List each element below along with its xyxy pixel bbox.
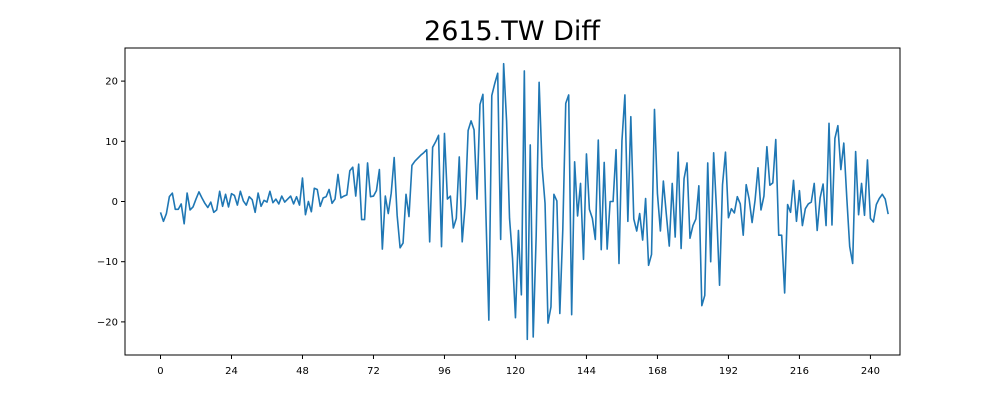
x-tick-label: 24: [225, 366, 238, 377]
series-line: [159, 62, 889, 341]
x-tick-label: 72: [367, 366, 380, 377]
x-tick-label: 168: [648, 366, 667, 377]
y-tick-label: 0: [112, 197, 118, 208]
x-tick-label: 240: [861, 366, 880, 377]
chart-title: 2615.TW Diff: [424, 16, 601, 47]
plot-area: [125, 48, 900, 355]
x-tick-label: 48: [296, 366, 309, 377]
plot-frame: [124, 47, 901, 356]
y-tick-label: −10: [97, 257, 118, 268]
y-tick-label: 20: [105, 77, 118, 88]
y-axis: −20 −10 0 10 20: [97, 77, 125, 328]
x-tick-label: 0: [157, 366, 163, 377]
y-tick-label: −20: [97, 317, 118, 328]
x-tick-label: 96: [438, 366, 451, 377]
x-tick-label: 192: [719, 366, 738, 377]
x-tick-label: 144: [577, 366, 596, 377]
x-tick-label: 120: [506, 366, 525, 377]
y-tick-label: 10: [105, 137, 118, 148]
x-tick-label: 216: [790, 366, 809, 377]
x-axis: 0 24 48 72 96 120 144 168 192 216 240: [157, 355, 880, 377]
